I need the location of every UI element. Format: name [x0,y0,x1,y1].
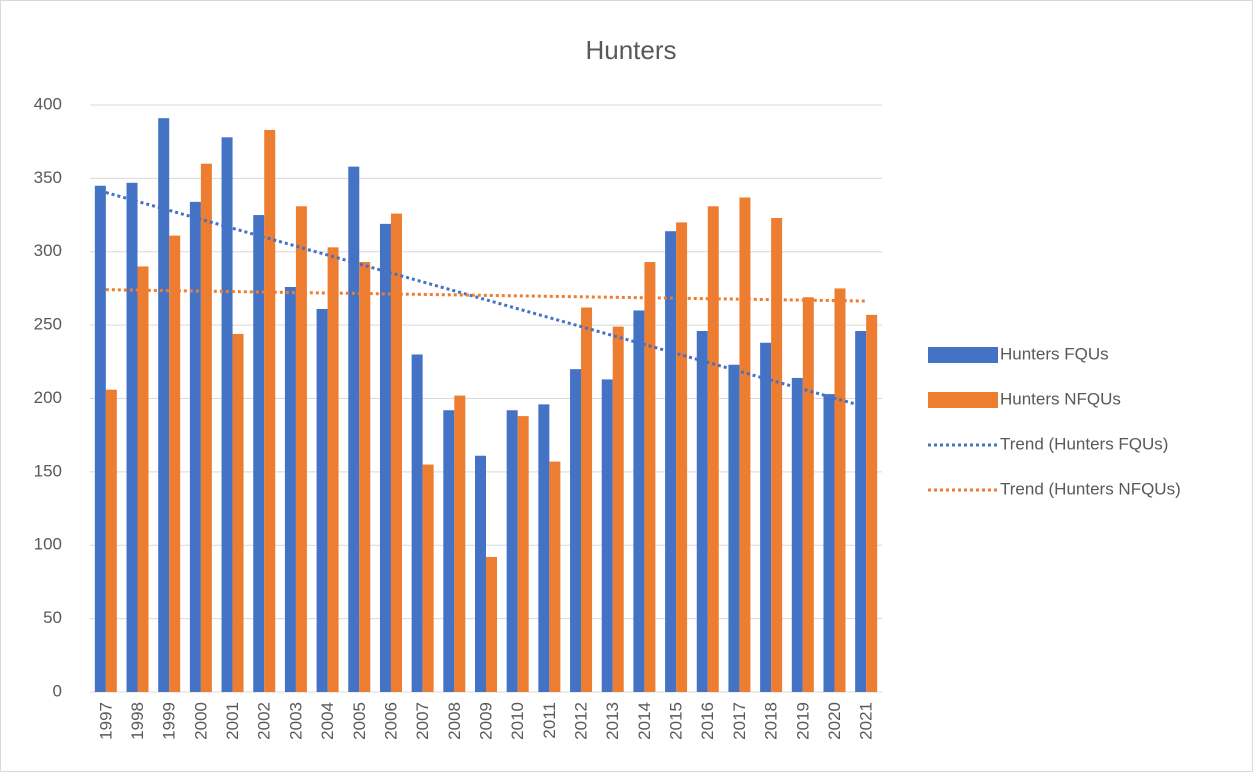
bar [411,354,423,692]
y-tick-label: 50 [43,608,62,627]
bar [253,215,265,692]
x-tick-label: 2011 [540,702,559,739]
bar [506,410,518,692]
bar [284,286,296,692]
bar [390,213,402,692]
bar [327,247,339,692]
legend-label: Trend (Hunters FQUs) [1000,434,1168,453]
bar [760,342,772,692]
x-tick-label: 2014 [635,702,654,740]
bar [264,129,276,692]
bar [549,461,561,692]
x-tick-label: 2015 [667,702,686,740]
bar [855,330,867,692]
bar [475,455,486,692]
x-tick-label: 2017 [730,702,749,740]
bar [696,330,708,692]
bar [601,379,613,692]
x-tick-label: 2007 [413,702,432,740]
x-tick-label: 2005 [350,702,369,740]
bar [791,377,803,692]
y-tick-label: 100 [34,535,62,554]
x-tick-label: 2021 [857,702,876,740]
x-tick-label: 1999 [160,702,179,740]
bar [538,404,550,692]
x-tick-label: 2001 [223,702,242,740]
x-tick-label: 2020 [825,702,844,740]
x-tick-label: 2016 [698,702,717,740]
bar [232,333,244,692]
bar [644,262,656,692]
bar [486,556,497,692]
legend-label: Trend (Hunters NFQUs) [1000,479,1181,498]
x-tick-label: 2013 [603,702,622,740]
bar [169,235,181,693]
bar [158,118,170,692]
bar [94,185,106,692]
x-tick-label: 2018 [762,702,781,740]
bar [316,308,328,692]
y-tick-label: 350 [34,168,62,187]
bar [126,182,138,692]
x-tick-label: 2004 [318,702,337,740]
x-tick-label: 1998 [128,702,147,740]
bar [348,166,360,692]
legend-swatch [928,392,998,408]
trendline [105,288,867,303]
chart-title: Hunters [585,35,676,65]
bar [221,137,233,692]
x-tick-label: 2010 [508,702,527,740]
x-tick-label: 2012 [572,702,591,740]
bar [612,326,624,692]
bar [771,217,783,692]
bar [802,297,814,692]
y-tick-label: 200 [34,388,62,407]
y-tick-label: 400 [34,94,62,113]
bar [517,416,529,692]
x-tick-label: 2003 [286,702,305,740]
bar [379,223,391,692]
bar [633,310,645,692]
legend-swatch [928,347,998,363]
bar [295,206,307,692]
bar [676,222,688,692]
bar [189,201,201,693]
x-tick-label: 2000 [191,702,210,740]
x-tick-label: 1997 [96,702,115,740]
bar [866,314,878,692]
bar [137,266,149,692]
bar [581,307,593,692]
bar [728,364,740,692]
legend-label: Hunters NFQUs [1000,389,1121,408]
bar [454,395,466,692]
x-tick-label: 2009 [476,702,495,740]
x-tick-label: 2006 [381,702,400,740]
bar [200,163,212,692]
y-tick-label: 250 [34,315,62,334]
bar [570,369,582,692]
y-tick-label: 300 [34,241,62,260]
bar [359,262,371,692]
bar [834,288,846,692]
bar [739,197,751,692]
bar [665,231,677,692]
x-tick-label: 2008 [445,702,464,740]
legend-label: Hunters FQUs [1000,344,1109,363]
x-tick-label: 2019 [793,702,812,740]
y-tick-label: 0 [53,681,62,700]
bar [707,206,719,692]
bar [105,389,117,692]
x-tick-label: 2002 [255,702,274,740]
bar [823,394,835,692]
bar [422,464,434,692]
y-tick-label: 150 [34,461,62,480]
bar [443,410,455,692]
